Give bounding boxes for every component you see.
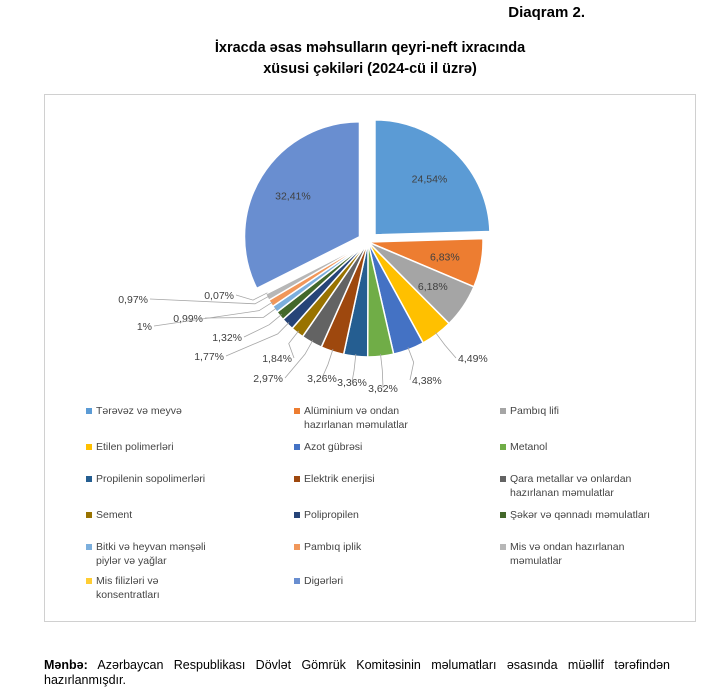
legend-swatch <box>294 578 300 584</box>
legend-swatch <box>294 408 300 414</box>
data-label-azot-gubr-si: 4,38% <box>412 375 442 387</box>
legend-swatch <box>86 512 92 518</box>
data-label-polipropilen: 1,77% <box>194 351 224 363</box>
legend-label: Polipropilen <box>304 509 359 521</box>
data-label-bitki-v-heyvan-m-ns-li-piyl-r-v-yaglar: 0,99% <box>173 313 203 325</box>
legend-label: Propilenin sopolimerləri <box>96 473 206 485</box>
data-label-s-k-r-v-q-nnad-m-mulatlar: 1,32% <box>212 332 242 344</box>
data-label-etilen-polimerl-ri: 4,49% <box>458 353 488 365</box>
leader-line-etilen-polimerl-ri <box>435 332 457 359</box>
leader-line-pamb-q-iplik <box>153 301 273 327</box>
data-label-pamb-q-lifi: 6,18% <box>418 281 448 293</box>
legend-label: Pambıq lifi <box>510 405 560 417</box>
legend-label: Qara metallar və onlardan hazırlanan məm… <box>510 473 632 499</box>
data-label-mis-v-ondan-haz-rlanan-m-mulatlar: 0,97% <box>118 294 148 306</box>
legend-label: Sement <box>96 509 133 521</box>
legend-swatch <box>500 512 506 518</box>
legend-label: Tərəvəz və meyvə <box>96 405 182 417</box>
leader-line-bitki-v-heyvan-m-ns-li-piyl-r-v-yaglar <box>204 307 277 319</box>
legend-label: Şəkər və qənnadı məmulatları <box>510 509 651 521</box>
pie-slice-dig-rl-ri <box>243 121 361 290</box>
chart-title-line-2: xüsusi çəkiləri (2024-cü il üzrə) <box>263 61 477 77</box>
diagram-number: Diaqram 2. <box>508 4 585 21</box>
data-label-qara-metallar-v-onlardan-haz-rlanan-m-mulatlar: 2,97% <box>253 373 283 385</box>
data-label-dig-rl-ri: 32,41% <box>275 191 311 203</box>
leader-line-propilenin-sopolimerl-ri <box>351 353 357 383</box>
leader-line-sement <box>288 330 299 359</box>
data-label-aluminium-v-ondan-haz-rlanan-m-mulatlar: 6,83% <box>430 251 460 263</box>
data-label-propilenin-sopolimerl-ri: 3,36% <box>337 377 367 389</box>
legend-swatch <box>86 408 92 414</box>
legend-label: Mis filizləri və konsentratları <box>96 575 160 601</box>
leader-line-elektrik-enerjisi <box>321 348 334 379</box>
leader-line-s-k-r-v-q-nnad-m-mulatlar <box>243 314 282 338</box>
legend-label: Metanol <box>510 441 548 453</box>
leader-line-metanol <box>380 353 384 389</box>
leader-line-qara-metallar-v-onlardan-haz-rlanan-m-mulatlar <box>284 340 314 379</box>
legend-swatch <box>294 476 300 482</box>
leader-line-mis-filizl-ri-v-konsentratlar <box>235 292 268 301</box>
legend-swatch <box>294 512 300 518</box>
legend-swatch <box>86 444 92 450</box>
legend-swatch <box>294 444 300 450</box>
legend-label: Pambıq iplik <box>304 541 362 553</box>
legend-swatch <box>500 444 506 450</box>
data-label-pamb-q-iplik: 1% <box>137 321 152 333</box>
source-label: Mənbə: <box>44 658 88 672</box>
source-text: Azərbaycan Respublikası Dövlət Gömrük Ko… <box>44 658 670 687</box>
legend-swatch <box>86 476 92 482</box>
legend-label: Bitki və heyvan mənşəli piylər və yağlar <box>96 541 206 567</box>
legend-swatch <box>294 544 300 550</box>
legend-label: Etilen polimerləri <box>96 441 174 453</box>
pie-slice-t-r-v-z-v-meyv <box>374 119 491 236</box>
data-label-t-r-v-z-v-meyv: 24,54% <box>412 174 448 186</box>
leader-line-polipropilen <box>225 322 290 357</box>
legend-swatch <box>500 544 506 550</box>
chart-title-line-1: İxracda əsas məhsulların qeyri-neft ixra… <box>214 40 526 56</box>
chart-area <box>44 94 696 622</box>
legend-label: Elektrik enerjisi <box>304 473 375 485</box>
data-label-elektrik-enerjisi: 3,26% <box>307 373 337 385</box>
legend-swatch <box>500 408 506 414</box>
leader-line-mis-v-ondan-haz-rlanan-m-mulatlar <box>149 295 270 305</box>
source-note: Mənbə: Azərbaycan Respublikası Dövlət Gö… <box>44 658 670 688</box>
legend-swatch <box>86 578 92 584</box>
legend-label: Mis və ondan hazırlanan məmulatlar <box>510 541 625 567</box>
leader-line-azot-gubr-si <box>407 347 415 381</box>
legend-label: Alüminium və ondan hazırlanan məmulatlar <box>304 405 408 431</box>
data-label-mis-filizl-ri-v-konsentratlar: 0,07% <box>204 290 234 302</box>
legend-swatch <box>500 476 506 482</box>
legend-label: Digərləri <box>304 575 344 587</box>
data-label-sement: 1,84% <box>262 353 292 365</box>
data-label-metanol: 3,62% <box>368 383 398 395</box>
legend-label: Azot gübrəsi <box>304 441 363 453</box>
chart-title: İxracda əsas məhsulların qeyri-neft ixra… <box>44 38 696 80</box>
legend-swatch <box>86 544 92 550</box>
